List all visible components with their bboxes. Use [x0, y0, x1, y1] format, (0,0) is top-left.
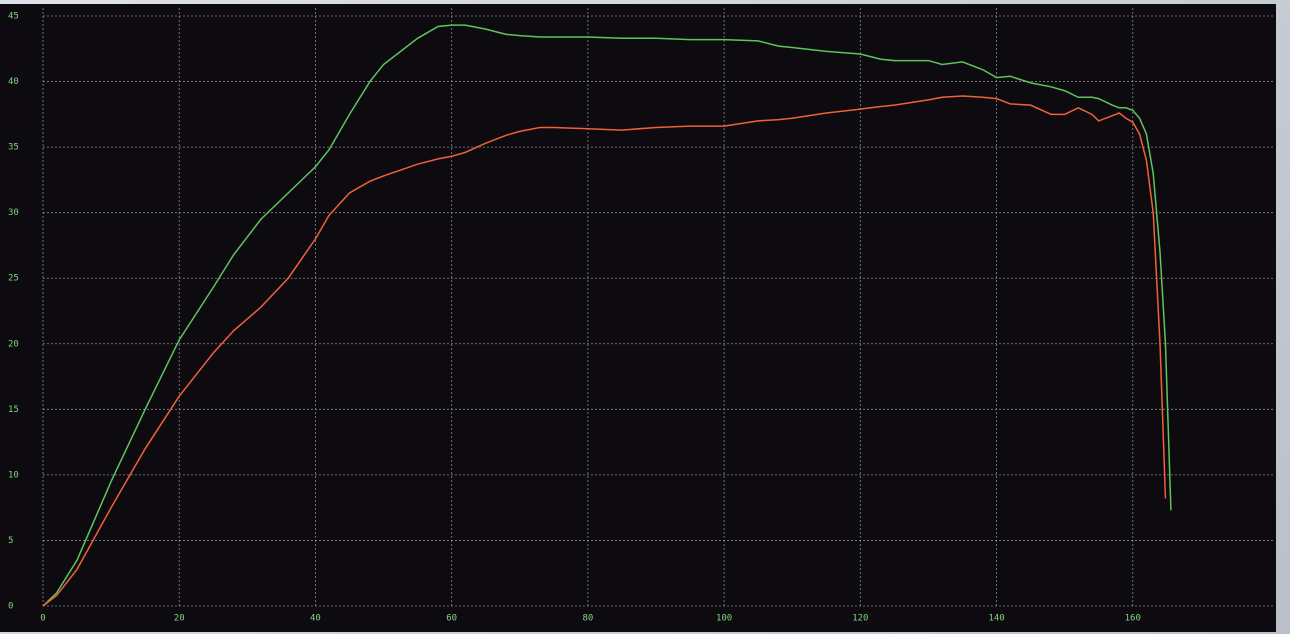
x-tick-label: 140 [988, 614, 1004, 624]
plot-background [0, 4, 1276, 632]
x-tick-label: 100 [716, 614, 732, 624]
y-tick-label: 40 [8, 77, 19, 87]
y-tick-label: 5 [8, 536, 13, 546]
y-tick-label: 20 [8, 339, 19, 349]
x-tick-label: 80 [582, 614, 593, 624]
x-tick-label: 160 [1125, 614, 1141, 624]
y-tick-label: 15 [8, 405, 19, 415]
x-tick-label: 0 [40, 614, 45, 624]
y-tick-label: 45 [8, 12, 19, 22]
series-line [42, 95, 1167, 607]
y-tick-label: 30 [8, 208, 19, 218]
x-tick-label: 40 [310, 614, 321, 624]
series-line [42, 24, 1172, 607]
y-tick-label: 35 [8, 143, 19, 153]
x-tick-label: 20 [174, 614, 185, 624]
y-tick-label: 10 [8, 470, 19, 480]
x-tick-label: 120 [852, 614, 868, 624]
y-tick-label: 0 [8, 602, 13, 612]
x-tick-label: 60 [446, 614, 457, 624]
y-tick-label: 25 [8, 274, 19, 284]
